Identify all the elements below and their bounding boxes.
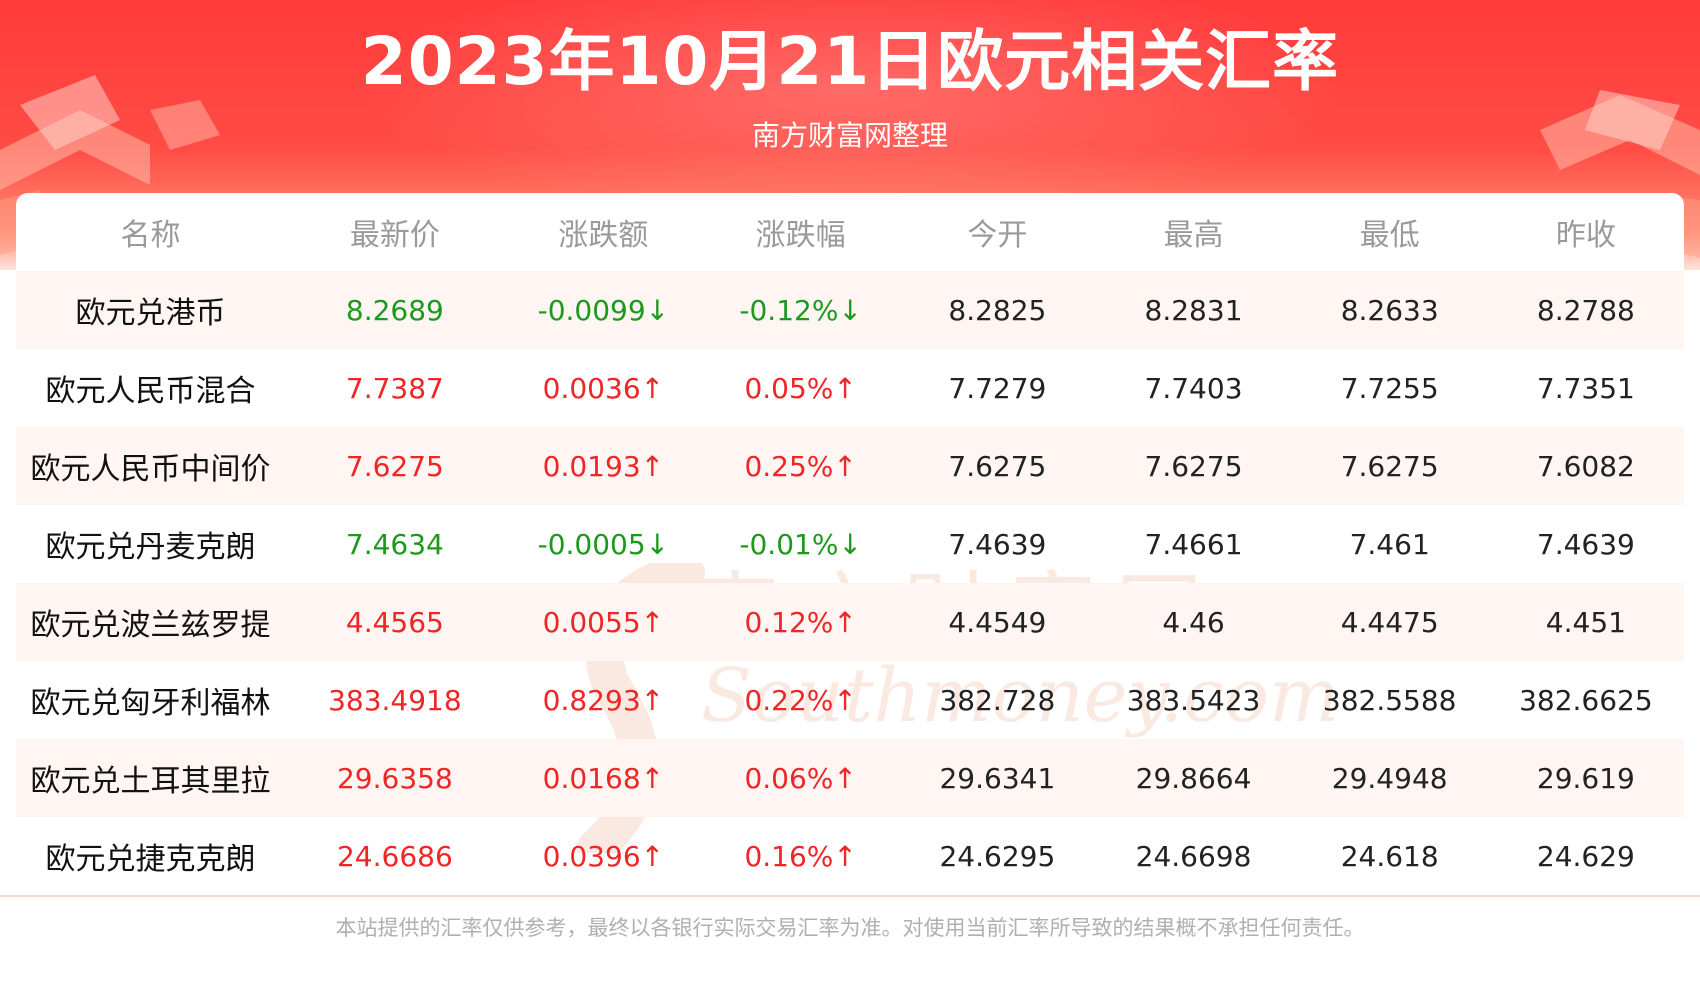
rate-open: 7.4639 (948, 527, 1047, 561)
rate-latest: 4.4565 (345, 605, 444, 639)
rate-change-pct: -0.12%↓ (739, 293, 862, 327)
page-subtitle: 南方财富网整理 (751, 119, 948, 152)
rate-prev-close: 29.619 (1536, 761, 1635, 795)
footer-disclaimer: 本站提供的汇率仅供参考，最终以各银行实际交易汇率为准。对使用当前汇率所导致的结果… (335, 916, 1365, 940)
column-header-prev-close: 昨收 (1555, 218, 1616, 253)
rate-change: 0.0193↑ (542, 449, 665, 483)
rate-open: 24.6295 (939, 839, 1056, 873)
rate-latest: 24.6686 (336, 839, 453, 873)
page-title: 2023年10月21日欧元相关汇率 (360, 23, 1340, 100)
table-row: 欧元兑港币 8.2689 -0.0099↓ -0.12%↓ 8.2825 8.2… (16, 271, 1684, 349)
right-arrow-decoration (1540, 90, 1700, 258)
rate-change-pct: 0.05%↑ (744, 371, 857, 405)
rate-open: 8.2825 (948, 293, 1047, 327)
rate-change-pct: 0.06%↑ (744, 761, 857, 795)
column-header-high: 最高 (1163, 218, 1224, 253)
rate-name: 欧元兑捷克克朗 (45, 842, 256, 877)
rate-open: 29.6341 (939, 761, 1056, 795)
table-row: 欧元兑波兰兹罗提 4.4565 0.0055↑ 0.12%↑ 4.4549 4.… (16, 583, 1684, 661)
column-header-latest: 最新价 (349, 218, 440, 253)
rate-name: 欧元兑土耳其里拉 (30, 764, 271, 799)
table-row: 欧元人民币中间价 7.6275 0.0193↑ 0.25%↑ 7.6275 7.… (16, 427, 1684, 505)
rate-high: 7.4661 (1144, 527, 1243, 561)
rate-name: 欧元兑丹麦克朗 (45, 530, 256, 565)
column-header-name: 名称 (120, 218, 181, 253)
rate-change-pct: -0.01%↓ (739, 527, 862, 561)
rate-prev-close: 7.4639 (1536, 527, 1635, 561)
rate-name: 欧元人民币中间价 (30, 452, 271, 487)
rates-card: 南方财富网 Southmoney.com 名称 最新价 涨跌额 涨跌幅 今开 最… (16, 193, 1684, 905)
table-row: 欧元人民币混合 7.7387 0.0036↑ 0.05%↑ 7.7279 7.7… (16, 349, 1684, 427)
rate-change: 0.0055↑ (542, 605, 665, 639)
rate-latest: 7.7387 (345, 371, 444, 405)
rate-latest: 29.6358 (336, 761, 453, 795)
table-row: 欧元兑匈牙利福林 383.4918 0.8293↑ 0.22%↑ 382.728… (16, 661, 1684, 739)
rate-high: 8.2831 (1144, 293, 1243, 327)
column-header-change-pct: 涨跌幅 (755, 218, 846, 253)
banner-glow (350, 0, 1350, 220)
rate-prev-close: 382.6625 (1519, 683, 1653, 717)
rate-low: 29.4948 (1331, 761, 1448, 795)
rate-name: 欧元兑港币 (75, 296, 226, 331)
column-header-change: 涨跌额 (558, 218, 649, 253)
rate-low: 7.461 (1349, 527, 1430, 561)
rate-high: 7.7403 (1144, 371, 1243, 405)
rate-name: 欧元人民币混合 (45, 374, 256, 409)
rate-low: 8.2633 (1340, 293, 1439, 327)
rate-change: -0.0099↓ (537, 293, 670, 327)
rate-name: 欧元兑波兰兹罗提 (30, 608, 271, 643)
rate-prev-close: 7.7351 (1536, 371, 1635, 405)
column-header-low: 最低 (1359, 218, 1420, 253)
rate-change: 0.8293↑ (542, 683, 665, 717)
rate-change: 0.0168↑ (542, 761, 665, 795)
rate-high: 7.6275 (1144, 449, 1243, 483)
rate-low: 24.618 (1340, 839, 1439, 873)
rate-latest: 7.6275 (345, 449, 444, 483)
rate-prev-close: 8.2788 (1536, 293, 1635, 327)
rate-open: 7.7279 (948, 371, 1047, 405)
rate-change: 0.0036↑ (542, 371, 665, 405)
rate-open: 382.728 (939, 683, 1056, 717)
rate-high: 4.46 (1162, 605, 1225, 639)
rate-open: 7.6275 (948, 449, 1047, 483)
rate-change-pct: 0.25%↑ (744, 449, 857, 483)
rate-name: 欧元兑匈牙利福林 (30, 686, 271, 721)
rate-prev-close: 4.451 (1545, 605, 1626, 639)
table-header-row: 名称 最新价 涨跌额 涨跌幅 今开 最高 最低 昨收 (16, 193, 1684, 271)
rate-change-pct: 0.16%↑ (744, 839, 857, 873)
rate-open: 4.4549 (948, 605, 1047, 639)
exchange-rate-table: 名称 最新价 涨跌额 涨跌幅 今开 最高 最低 昨收 欧元兑港币 8.2689 … (16, 193, 1684, 895)
table-row: 欧元兑捷克克朗 24.6686 0.0396↑ 0.16%↑ 24.6295 2… (16, 817, 1684, 895)
rate-change-pct: 0.22%↑ (744, 683, 857, 717)
rate-low: 4.4475 (1340, 605, 1439, 639)
rate-high: 24.6698 (1135, 839, 1252, 873)
rate-latest: 7.4634 (345, 527, 444, 561)
table-row: 欧元兑丹麦克朗 7.4634 -0.0005↓ -0.01%↓ 7.4639 7… (16, 505, 1684, 583)
table-row: 欧元兑土耳其里拉 29.6358 0.0168↑ 0.06%↑ 29.6341 … (16, 739, 1684, 817)
footer-divider (0, 895, 1700, 897)
column-header-open: 今开 (967, 218, 1028, 253)
rate-change-pct: 0.12%↑ (744, 605, 857, 639)
rate-prev-close: 24.629 (1536, 839, 1635, 873)
rate-latest: 383.4918 (328, 683, 462, 717)
rate-latest: 8.2689 (345, 293, 444, 327)
rate-low: 382.5588 (1322, 683, 1457, 717)
rate-low: 7.7255 (1340, 371, 1439, 405)
rate-low: 7.6275 (1340, 449, 1439, 483)
rate-change: 0.0396↑ (542, 839, 665, 873)
rate-high: 383.5423 (1126, 683, 1261, 717)
rate-change: -0.0005↓ (537, 527, 670, 561)
rate-prev-close: 7.6082 (1536, 449, 1635, 483)
rate-high: 29.8664 (1135, 761, 1252, 795)
